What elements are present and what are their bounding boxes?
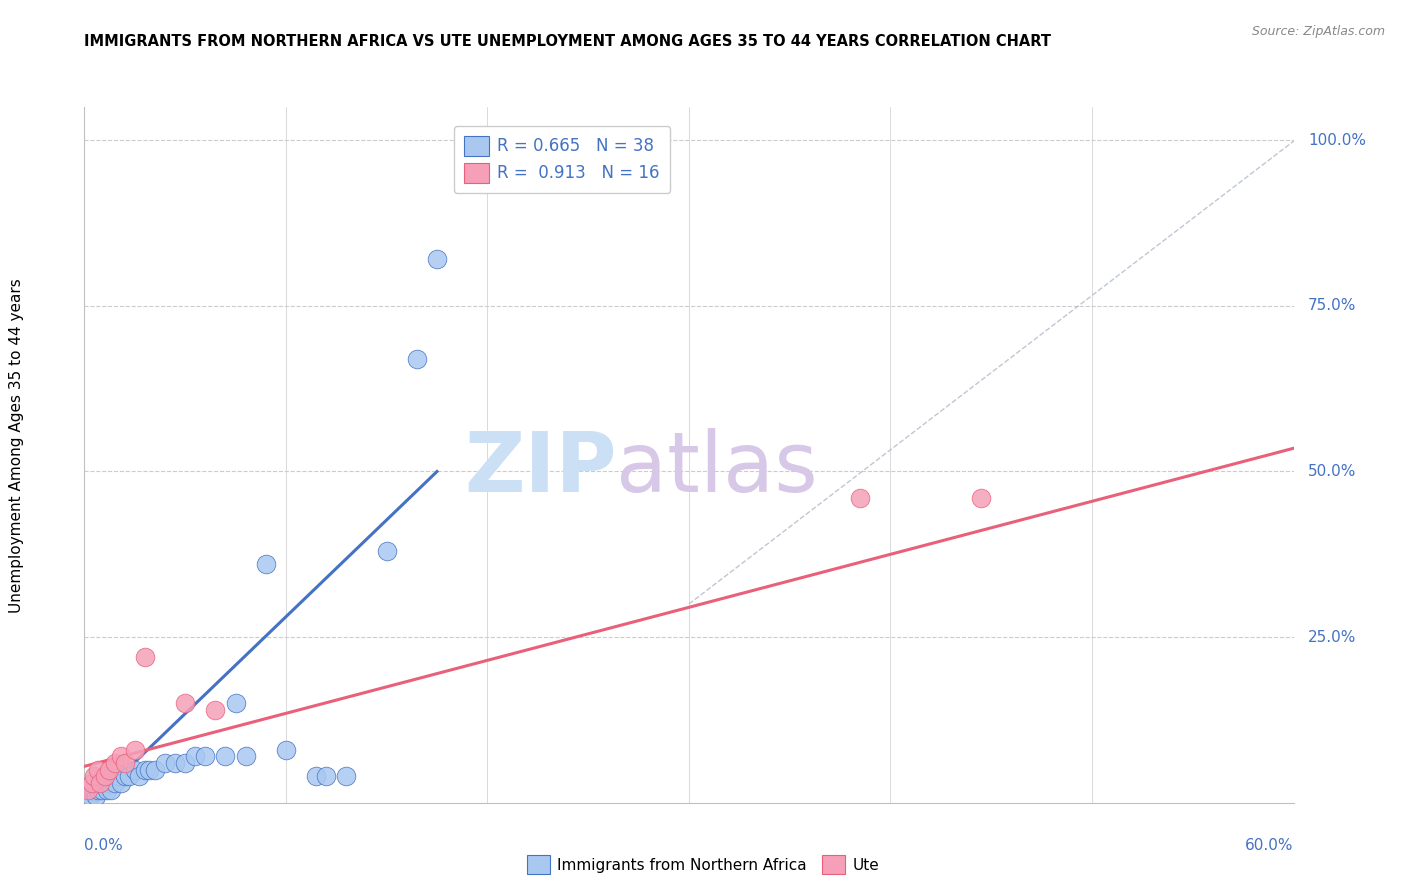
Point [174,756,197,770]
Point [305,769,328,783]
Point [100,782,122,797]
Point [153,756,176,770]
Point [426,252,449,267]
Point [89,776,111,790]
Point [77,789,100,804]
Text: atlas: atlas [616,428,818,509]
Point [274,743,297,757]
Point [124,743,146,757]
Point [174,697,197,711]
Point [82,782,104,797]
Point [96,782,118,797]
Text: 25.0%: 25.0% [1308,630,1357,645]
Point [91,782,114,797]
Point [406,351,429,366]
Point [375,544,398,558]
Text: 50.0%: 50.0% [1308,464,1357,479]
Point [83,769,105,783]
Point [143,763,166,777]
Point [165,756,187,770]
Text: 0.0%: 0.0% [84,838,124,853]
Legend: Immigrants from Northern Africa, Ute: Immigrants from Northern Africa, Ute [520,849,886,880]
Point [104,776,127,790]
Point [335,769,357,783]
Point [110,776,132,790]
Point [97,763,120,777]
Text: 100.0%: 100.0% [1308,133,1367,148]
Legend: R = 0.665   N = 38, R =  0.913   N = 16: R = 0.665 N = 38, R = 0.913 N = 16 [454,126,669,194]
Text: 60.0%: 60.0% [1246,838,1294,853]
Point [134,763,156,777]
Point [235,749,257,764]
Point [849,491,872,505]
Point [107,769,129,783]
Point [315,769,337,783]
Point [970,491,993,505]
Point [89,776,111,790]
Point [104,756,127,770]
Point [114,769,136,783]
Text: Unemployment Among Ages 35 to 44 years: Unemployment Among Ages 35 to 44 years [10,278,24,614]
Point [83,782,105,797]
Point [184,749,207,764]
Point [110,749,132,764]
Point [134,650,156,665]
Point [214,749,236,764]
Point [124,763,146,777]
Text: IMMIGRANTS FROM NORTHERN AFRICA VS UTE UNEMPLOYMENT AMONG AGES 35 TO 44 YEARS CO: IMMIGRANTS FROM NORTHERN AFRICA VS UTE U… [84,34,1052,49]
Point [138,763,160,777]
Point [97,776,120,790]
Text: Source: ZipAtlas.com: Source: ZipAtlas.com [1251,25,1385,38]
Point [194,749,217,764]
Point [128,769,150,783]
Point [87,763,110,777]
Point [93,776,115,790]
Point [82,776,104,790]
Point [93,769,115,783]
Point [77,782,100,797]
Point [87,782,110,797]
Text: ZIP: ZIP [464,428,616,509]
Point [86,789,108,804]
Point [225,697,247,711]
Point [254,558,277,572]
Text: 75.0%: 75.0% [1308,298,1357,313]
Point [114,756,136,770]
Point [79,789,101,804]
Point [204,703,226,717]
Point [118,769,141,783]
